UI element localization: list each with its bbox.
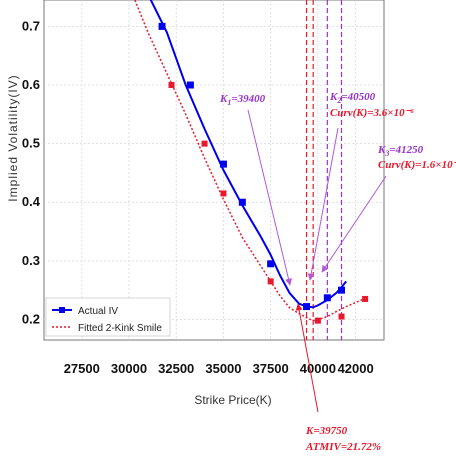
y-axis-label: Implied Volatility(IV) bbox=[6, 74, 20, 201]
x-tick-label: 27500 bbox=[64, 361, 100, 376]
annotation-k3-curvature: Curv(K)=1.6×10⁻⁶ bbox=[378, 159, 456, 171]
annotation-atm-iv: ATMIV=21.72% bbox=[305, 441, 381, 453]
actual-iv-point bbox=[219, 160, 227, 168]
legend-actual-marker bbox=[59, 307, 65, 313]
x-tick-label: 37500 bbox=[253, 361, 289, 376]
fitted-smile-point bbox=[168, 82, 175, 88]
annotation-k1-label: K1=39400 bbox=[219, 93, 266, 107]
y-tick-label: 0.4 bbox=[22, 194, 41, 209]
kink-lines bbox=[305, 0, 343, 340]
annotation-k2-arrow bbox=[307, 127, 339, 281]
grid-lines bbox=[44, 0, 384, 340]
y-tick-labels: 0.2 0.3 0.4 0.5 0.6 0.7 bbox=[22, 18, 41, 326]
x-tick-label: 35000 bbox=[205, 361, 241, 376]
actual-iv-point bbox=[323, 294, 331, 302]
annotation-k1: K1=39400 bbox=[219, 93, 292, 286]
y-tick-label: 0.2 bbox=[22, 311, 40, 326]
annotation-k2: K2=40500 Curv(K)=3.6×10⁻⁶ bbox=[307, 91, 414, 281]
x-tick-label: 30000 bbox=[111, 361, 147, 376]
annotation-k1-arrow bbox=[247, 109, 292, 286]
y-tick-label: 0.7 bbox=[22, 18, 40, 33]
actual-iv-point bbox=[158, 22, 166, 30]
legend-fitted-label: Fitted 2-Kink Smile bbox=[78, 323, 162, 334]
annotation-k3-arrow bbox=[321, 175, 387, 273]
annotation-k2-label: K2=40500 bbox=[329, 91, 376, 105]
actual-iv-point bbox=[267, 260, 275, 268]
x-tick-labels: 27500 30000 32500 35000 37500 40000 42000 bbox=[64, 361, 374, 376]
x-tick-label: 32500 bbox=[158, 361, 194, 376]
fitted-smile-point bbox=[201, 140, 208, 147]
legend-box bbox=[45, 297, 171, 337]
fitted-smile-line bbox=[134, 0, 366, 322]
y-tick-label: 0.6 bbox=[22, 77, 40, 92]
annotation-k2-curvature: Curv(K)=3.6×10⁻⁶ bbox=[330, 107, 414, 119]
y-tick-label: 0.3 bbox=[22, 253, 40, 268]
fitted-smile-point bbox=[267, 278, 274, 285]
x-tick-label: 42000 bbox=[338, 361, 374, 376]
y-tick-label: 0.5 bbox=[22, 136, 40, 151]
annotation-atm: K=39750 ATMIV=21.72% bbox=[295, 303, 381, 453]
actual-iv-point bbox=[238, 198, 246, 206]
x-tick-label: 40000 bbox=[300, 361, 336, 376]
actual-iv-point bbox=[186, 81, 194, 89]
actual-iv-point bbox=[303, 303, 311, 311]
plot-area bbox=[43, 0, 385, 341]
fitted-smile-point bbox=[362, 295, 369, 302]
fitted-smile-point bbox=[338, 313, 345, 320]
annotation-atm-label: K=39750 bbox=[305, 425, 348, 437]
series-layer bbox=[134, 0, 369, 324]
x-axis-label: Strike Price(K) bbox=[194, 393, 271, 407]
legend-actual-label: Actual IV bbox=[78, 306, 118, 317]
annotation-k3-label: K3=41250 bbox=[377, 144, 424, 158]
annotation-atm-arrow bbox=[295, 303, 319, 413]
actual-iv-point bbox=[338, 286, 345, 294]
legend: Actual IV Fitted 2-Kink Smile bbox=[45, 297, 171, 337]
fitted-smile-point bbox=[314, 317, 321, 324]
annotation-k3: K3=41250 Curv(K)=1.6×10⁻⁶ bbox=[321, 144, 456, 273]
fitted-smile-point bbox=[220, 190, 227, 197]
